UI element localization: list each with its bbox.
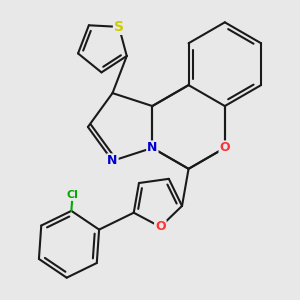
Text: N: N [147,141,158,154]
Text: O: O [155,220,166,233]
Text: N: N [107,154,118,167]
Text: S: S [114,20,124,34]
Text: Cl: Cl [67,190,78,200]
Text: O: O [220,141,230,154]
